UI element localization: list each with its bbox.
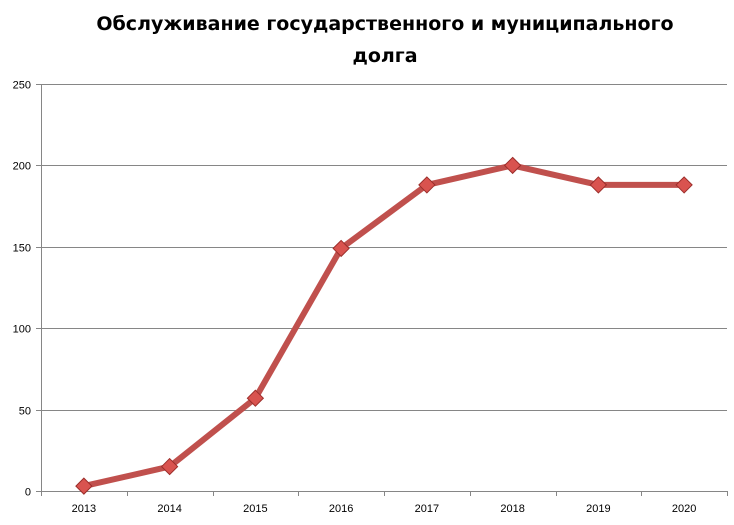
x-axis-tick-labels: 2013 2014 2015 2016 2017 2018 2019 2020 xyxy=(72,503,697,515)
x-tick-label: 2020 xyxy=(672,503,696,515)
chart-title: Обслуживание государственного и муниципа… xyxy=(40,8,730,72)
x-tick-label: 2014 xyxy=(157,503,181,515)
x-tick-label: 2016 xyxy=(329,503,353,515)
y-tick-label: 50 xyxy=(19,406,31,418)
data-point-marker xyxy=(503,156,522,175)
x-tick-label: 2015 xyxy=(243,503,267,515)
data-point-marker xyxy=(675,176,693,194)
series xyxy=(75,156,693,495)
x-tick-label: 2018 xyxy=(500,503,524,515)
y-tick-label: 200 xyxy=(13,161,31,173)
gridlines xyxy=(41,84,727,411)
y-axis-tick-labels: 0 50 100 150 200 250 xyxy=(13,80,31,499)
chart-title-line-1: Обслуживание государственного и муниципа… xyxy=(96,13,674,35)
y-tick-label: 150 xyxy=(13,243,31,255)
data-point-marker xyxy=(418,176,436,194)
data-point-marker xyxy=(160,457,179,476)
x-tick-label: 2019 xyxy=(586,503,610,515)
y-tick-label: 100 xyxy=(13,324,31,336)
data-point-marker xyxy=(332,239,350,258)
chart-title-line-2: долга xyxy=(352,45,418,67)
x-tick-label: 2013 xyxy=(72,503,96,515)
data-point-marker xyxy=(589,176,608,194)
y-tick-label: 250 xyxy=(13,80,31,92)
data-point-marker xyxy=(246,389,265,407)
y-tick-label: 0 xyxy=(25,487,31,499)
series-line xyxy=(80,162,688,490)
axes xyxy=(36,84,728,496)
x-tick-label: 2017 xyxy=(415,503,439,515)
data-point-marker xyxy=(75,477,93,495)
